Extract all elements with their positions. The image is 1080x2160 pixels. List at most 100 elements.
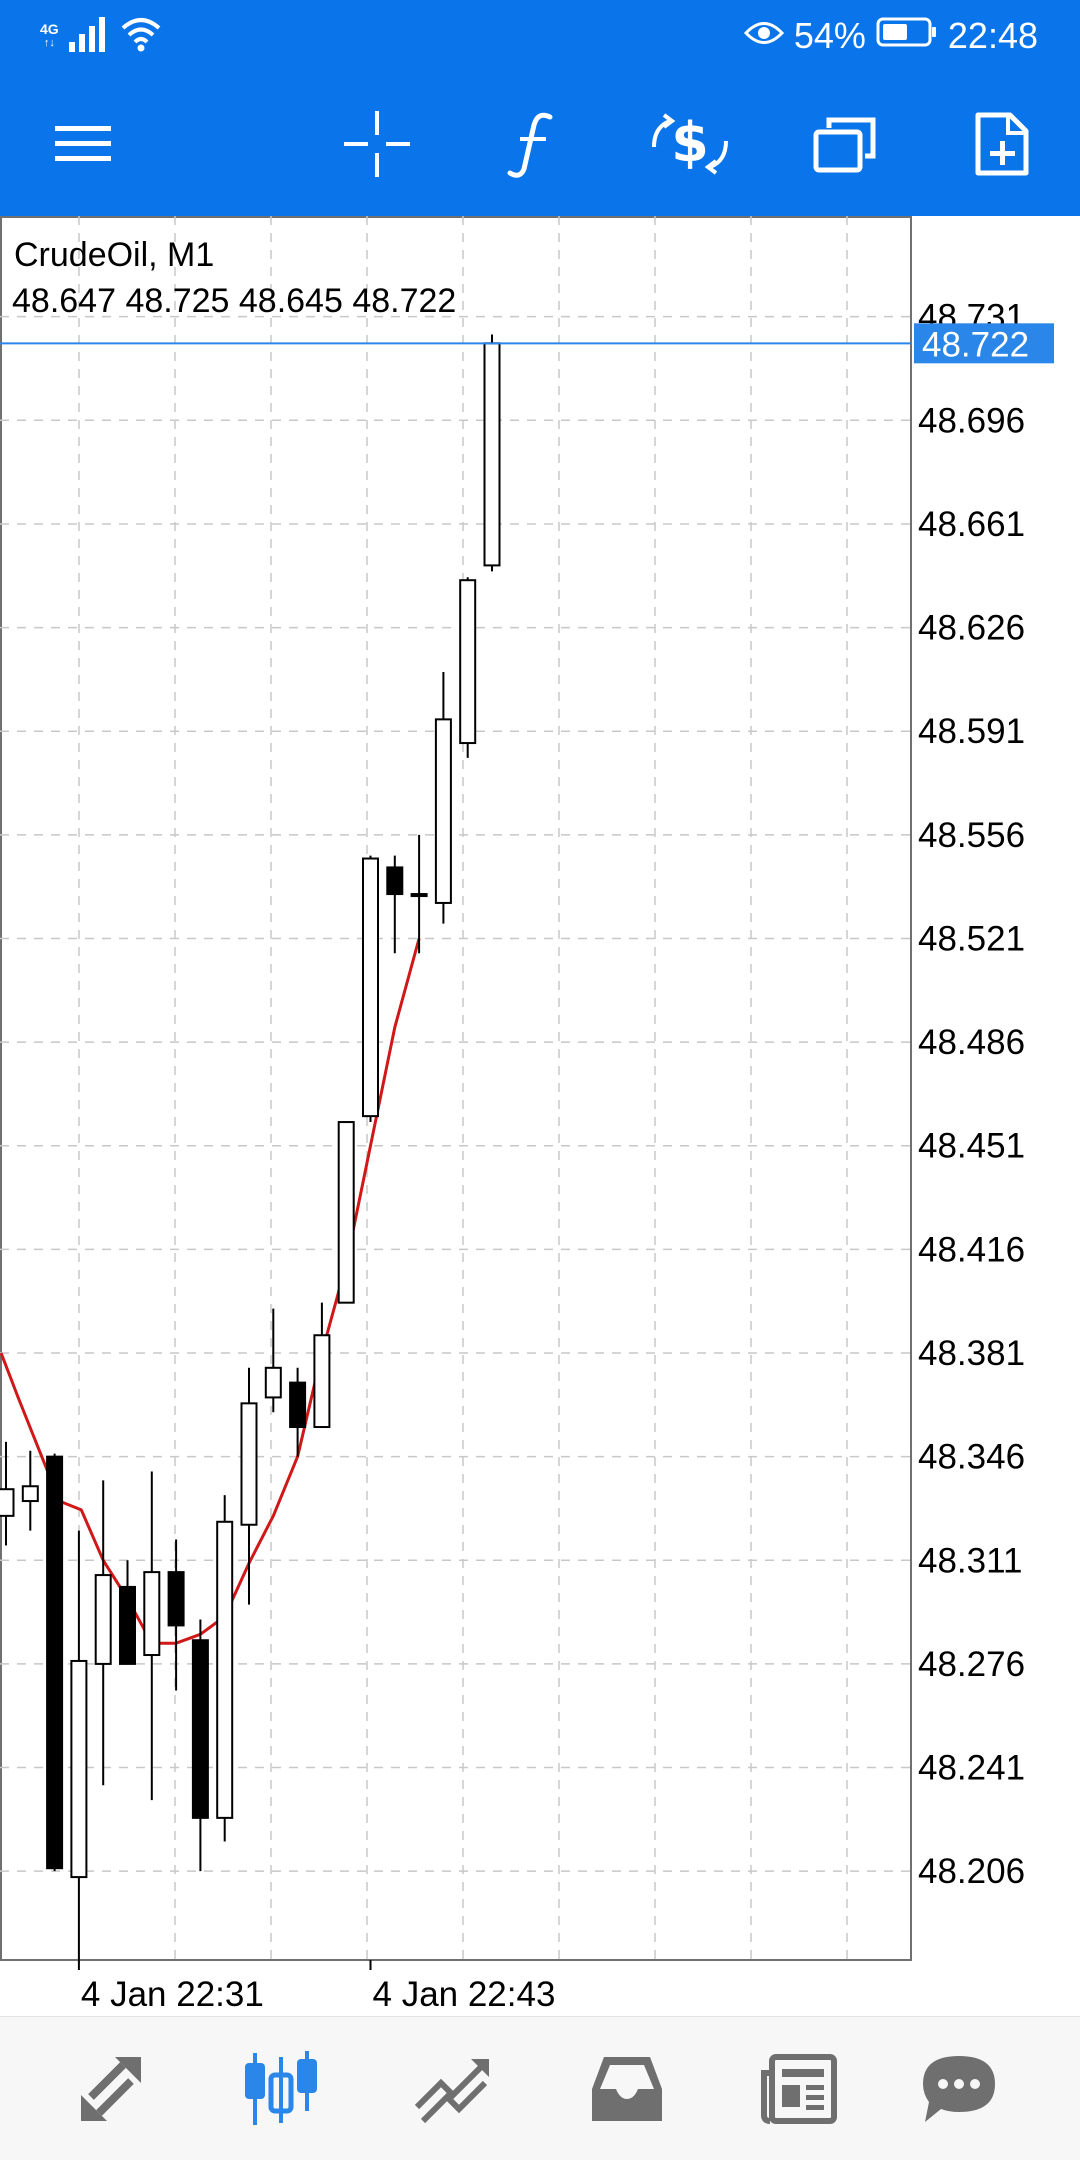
battery-percent: 54% [793, 15, 866, 56]
candle-body [362, 857, 379, 1118]
crosshair-icon [344, 111, 410, 177]
candle-bearish [191, 1619, 209, 1872]
candle-bullish [240, 1367, 258, 1605]
windows-icon [813, 117, 876, 173]
price-tick-label: 48.696 [918, 401, 1025, 440]
candle-bearish [167, 1539, 185, 1691]
candle-body [191, 1639, 209, 1819]
nav-quotes[interactable] [56, 2039, 166, 2139]
candle-bearish [46, 1453, 64, 1872]
eye-icon [743, 15, 784, 57]
menu-button[interactable] [33, 94, 133, 194]
candle-body [119, 1585, 136, 1665]
candle-body [0, 1488, 15, 1517]
candle-bullish [459, 577, 477, 758]
quotes-icon [81, 2057, 141, 2121]
price-tick-label: 48.311 [918, 1541, 1022, 1580]
candle-body [167, 1571, 185, 1627]
moving-average-layer [0, 938, 421, 1645]
trade-button[interactable]: $ [640, 94, 740, 194]
candle-body [483, 342, 501, 567]
candle-bullish [434, 671, 452, 924]
candle-body [386, 866, 404, 896]
nav-chart[interactable] [226, 2039, 336, 2139]
new-order-button[interactable] [952, 94, 1052, 194]
candle-body [289, 1381, 307, 1429]
svg-text:$: $ [671, 111, 709, 174]
candle-body [216, 1520, 234, 1819]
candle-bullish [143, 1471, 161, 1801]
indicators-icon [507, 112, 553, 178]
price-tick-label: 48.661 [918, 505, 1025, 544]
candle-body [143, 1571, 161, 1657]
candle-bearish [386, 855, 404, 954]
price-tick-label: 48.486 [918, 1023, 1025, 1062]
indicators-button[interactable] [484, 94, 584, 194]
moving-average-line [0, 938, 421, 1645]
nav-history[interactable] [572, 2039, 682, 2139]
candle-bullish [216, 1495, 234, 1842]
chart-border [0, 216, 912, 1961]
candle-body [46, 1455, 64, 1870]
wifi-icon [119, 14, 163, 59]
price-tick-label: 48.206 [918, 1852, 1025, 1891]
current-price-label: 48.722 [922, 325, 1029, 364]
history-icon [592, 2057, 662, 2121]
nav-trade[interactable] [398, 2039, 508, 2139]
price-tick-label: 48.346 [918, 1438, 1025, 1477]
price-tick-label: 48.451 [918, 1127, 1025, 1166]
time-axis: 4 Jan 22:31 4 Jan 22:43 [77, 1960, 556, 2014]
time-tick-label: 4 Jan 22:43 [373, 1975, 556, 2014]
candle-bullish [0, 1441, 15, 1546]
candle-bearish [289, 1367, 307, 1457]
news-icon [761, 2054, 837, 2124]
chart-icon [245, 2051, 317, 2125]
price-tick-label: 48.556 [918, 816, 1025, 855]
candle-body [264, 1366, 282, 1399]
new-order-icon [975, 112, 1029, 176]
candle-body [313, 1334, 331, 1429]
price-axis: 48.73148.69648.66148.62648.59148.55648.5… [918, 298, 1025, 1891]
candle-bearish [119, 1560, 136, 1665]
status-left: 4G ↑↓ [40, 14, 163, 58]
candle-body [337, 1121, 355, 1304]
price-chart[interactable]: 48.73148.69648.66148.62648.59148.55648.5… [0, 216, 1080, 2016]
windows-button[interactable] [796, 94, 896, 194]
candle-body [434, 718, 452, 904]
price-tick-label: 48.626 [918, 609, 1025, 648]
menu-icon [55, 126, 111, 161]
network-type: 4G [40, 21, 59, 37]
candle-body [70, 1659, 88, 1879]
candle-body [410, 893, 428, 898]
candle-bullish [483, 334, 501, 572]
trade-icon: $ [652, 111, 728, 175]
nav-news[interactable] [744, 2039, 854, 2139]
candle-body [21, 1485, 39, 1503]
candle-bullish [337, 1121, 355, 1304]
candle-body [94, 1574, 112, 1665]
network-type-icon: 4G ↑↓ [40, 21, 59, 49]
status-bar: 4G ↑↓ [0, 0, 1080, 72]
candle-bullish [264, 1308, 282, 1413]
crosshair-button[interactable] [327, 94, 427, 194]
chart-symbol-label: CrudeOil, M1 [14, 236, 215, 274]
chart-area[interactable]: 48.731 48.696 48.661 48.626 48.591 48.556 48.5… [0, 216, 1080, 2016]
candle-bullish [410, 834, 428, 954]
price-tick-label: 48.521 [918, 919, 1025, 958]
price-tick-label: 48.591 [918, 712, 1025, 751]
price-tick-label: 48.241 [918, 1749, 1025, 1788]
bottom-navigation [0, 2016, 1080, 2160]
price-tick-label: 48.276 [918, 1645, 1025, 1684]
candle-body [459, 579, 477, 745]
nav-messages[interactable] [904, 2039, 1014, 2139]
trade-nav-icon [414, 2059, 489, 2124]
price-tick-label: 48.381 [918, 1334, 1025, 1373]
messages-icon [923, 2056, 995, 2122]
chart-grid [0, 216, 912, 1961]
candles-layer [0, 334, 501, 1960]
battery-icon [876, 15, 938, 57]
candle-bullish [362, 855, 379, 1123]
chart-ohlc-label: 48.647 48.725 48.645 48.722 [12, 282, 457, 320]
signal-icon [67, 14, 111, 59]
